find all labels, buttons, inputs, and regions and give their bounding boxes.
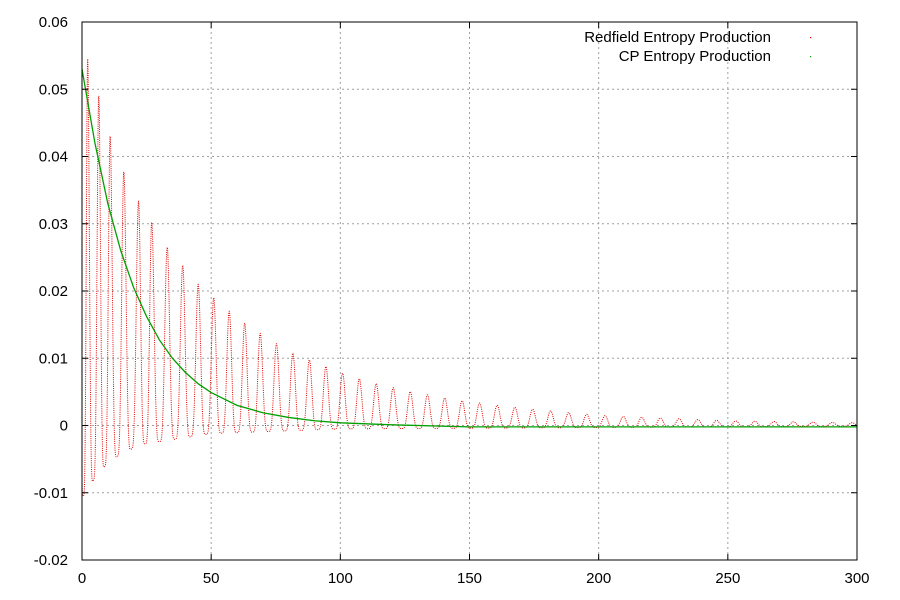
x-tick-label: 50 [203,570,220,587]
y-tick-label: 0.01 [39,350,68,367]
legend: Redfield Entropy Production CP Entropy Pr… [584,29,812,65]
legend-marker [810,56,812,58]
y-tick-label: 0.04 [39,149,68,166]
series-layer [81,58,858,497]
y-tick-label: -0.02 [34,552,68,569]
series-cp-line [81,68,857,428]
x-tick-label: 250 [715,570,740,587]
y-tick-label: 0.02 [39,283,68,300]
x-tick-label: 0 [78,570,86,587]
legend-label: Redfield Entropy Production [584,29,771,46]
x-tick-label: 300 [844,570,869,587]
x-tick-label: 100 [328,570,353,587]
y-tick-label: 0.05 [39,81,68,98]
y-tick-label: 0.03 [39,216,68,233]
axis-ticks: 0 50 100 150 200 250 300 -0.02 -0.01 0 0.01 0.02 0.0… [34,14,870,587]
y-tick-label: 0.06 [39,14,68,31]
y-tick-label: 0 [60,418,68,435]
grid [82,22,857,560]
y-tick-label: -0.01 [34,485,68,502]
legend-marker [810,37,812,39]
x-tick-label: 150 [457,570,482,587]
legend-label: CP Entropy Production [619,48,771,65]
x-tick-label: 200 [586,570,611,587]
